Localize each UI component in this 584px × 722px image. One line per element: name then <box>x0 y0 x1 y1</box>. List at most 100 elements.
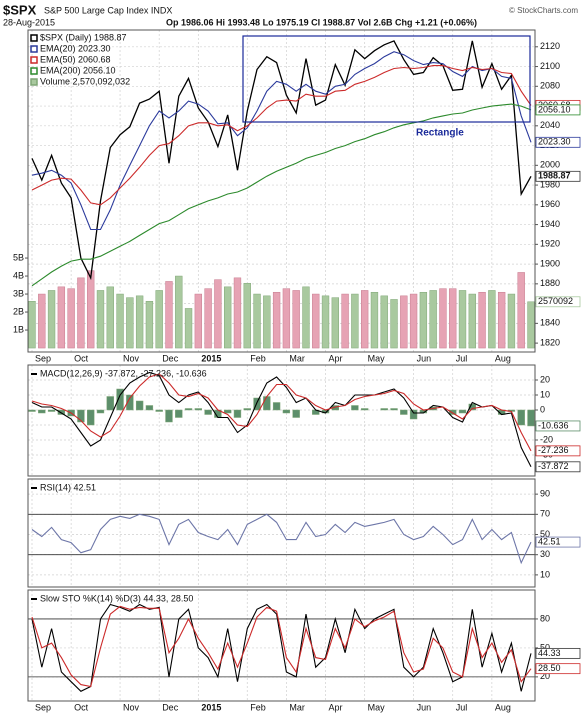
last-value-tag <box>535 663 581 675</box>
x-tick-label: Aug <box>495 353 511 363</box>
x-tick-label: Mar <box>289 702 305 712</box>
panel-background <box>28 479 535 587</box>
histogram-bar <box>263 396 271 411</box>
x-tick-label: Apr <box>329 702 343 712</box>
volume-bar <box>429 290 437 349</box>
histogram-bar <box>527 409 535 427</box>
volume-bar <box>497 291 506 349</box>
y-tick-label: 10 <box>540 569 550 579</box>
x-tick-label: Sep <box>35 353 51 363</box>
x-tick-label: Feb <box>250 353 266 363</box>
plot-area <box>28 371 535 468</box>
index-name: S&P 500 Large Cap Index INDX <box>44 5 172 15</box>
x-tick-label: Nov <box>123 353 140 363</box>
y-tick-label: 50 <box>540 529 550 539</box>
legend-swatch <box>30 56 38 64</box>
histogram-bar <box>145 405 154 411</box>
legend-entry: EMA(20) 2023.30 <box>40 43 111 53</box>
volume-bar <box>175 275 183 349</box>
y2-tick-label: 5B <box>13 252 24 262</box>
y2-tick-label: 1B <box>13 324 24 334</box>
x-tick-label: Oct <box>74 353 89 363</box>
volume-bar <box>380 295 388 349</box>
x-tick-label: Dec <box>162 353 179 363</box>
x-tick-label: 2015 <box>201 353 221 363</box>
last-value-label: 2056.10 <box>538 104 571 114</box>
volume-bar <box>302 286 310 349</box>
series-line <box>31 40 532 281</box>
histogram-bar <box>517 409 525 426</box>
histogram-bar <box>175 409 183 418</box>
histogram-bar <box>96 409 105 414</box>
volume-bar <box>87 270 95 349</box>
y-tick-label: 1900 <box>540 258 560 268</box>
volume-bar <box>67 288 75 349</box>
y-tick-label: 70 <box>540 509 550 519</box>
y2-tick-label: 2B <box>13 306 24 316</box>
y-tick-label: 1820 <box>540 337 560 347</box>
series-line <box>31 65 532 206</box>
plot-area <box>31 513 532 565</box>
histogram-bar <box>360 408 369 411</box>
legend-swatch <box>30 34 38 42</box>
panel-title: Slow STO %K(14) %D(3) 44.33, 28.50 <box>40 593 193 603</box>
panel-frame <box>27 29 536 353</box>
y-tick-label: 1940 <box>540 219 560 229</box>
volume-bar <box>77 277 85 349</box>
x-tick-label: Jun <box>417 353 432 363</box>
histogram-bar <box>194 408 203 411</box>
y-tick-label: 2080 <box>540 81 560 91</box>
last-value-label: 28.50 <box>538 663 561 673</box>
y-tick-label: 10 <box>540 389 550 399</box>
last-value-tag <box>535 104 581 116</box>
legend-swatch <box>30 78 38 86</box>
last-value-label: 1988.87 <box>538 171 571 181</box>
volume-bar <box>116 293 124 349</box>
x-tick-label: Sep <box>35 702 51 712</box>
series-line <box>31 603 532 692</box>
last-value-tag <box>535 136 581 148</box>
histogram-bar <box>292 409 300 418</box>
volume-bar <box>57 286 66 349</box>
y-tick-label: 1840 <box>540 318 560 328</box>
volume-bar <box>184 308 193 349</box>
histogram-bar <box>390 408 398 411</box>
last-value-tag <box>535 445 581 457</box>
last-value-tag <box>535 420 581 432</box>
histogram-bar <box>38 409 46 414</box>
panel-frame <box>27 589 536 702</box>
y-tick-label: 1880 <box>540 278 560 288</box>
volume-bar <box>527 301 535 349</box>
volume-bar <box>233 277 242 349</box>
histogram-bar <box>458 409 467 414</box>
quote: Op 1986.06 Hi 1993.48 Lo 1975.19 Cl 1988… <box>166 17 477 27</box>
volume-bar <box>419 291 428 349</box>
y-tick-label: 2100 <box>540 61 560 71</box>
volume-bar <box>155 290 163 349</box>
volume-bar <box>458 290 467 349</box>
x-tick-label: Feb <box>250 702 266 712</box>
histogram-bar <box>468 403 476 411</box>
histogram-bar <box>204 409 212 415</box>
volume-bar <box>263 295 271 349</box>
histogram-bar <box>126 394 134 411</box>
y-tick-label: 2040 <box>540 120 560 130</box>
histogram-bar <box>116 388 124 411</box>
histogram-bar <box>400 409 408 415</box>
volume-bar <box>165 281 173 349</box>
volume-bar <box>488 290 496 349</box>
volume-bar <box>243 282 251 349</box>
histogram-bar <box>243 408 251 411</box>
last-value-tag <box>535 647 581 659</box>
panel-title: RSI(14) 42.51 <box>40 482 96 492</box>
volume-bar <box>517 272 525 349</box>
volume-bar <box>135 295 144 349</box>
panel-title: MACD(12,26,9) -37.872, -27.236, -10.636 <box>40 368 207 378</box>
y-tick-label: 1980 <box>540 179 560 189</box>
last-value-tag <box>535 461 581 473</box>
series-line <box>31 371 532 468</box>
histogram-bar <box>272 402 281 411</box>
x-tick-label: Jun <box>417 702 432 712</box>
volume-bar <box>38 293 46 349</box>
volume-bar <box>214 279 222 349</box>
